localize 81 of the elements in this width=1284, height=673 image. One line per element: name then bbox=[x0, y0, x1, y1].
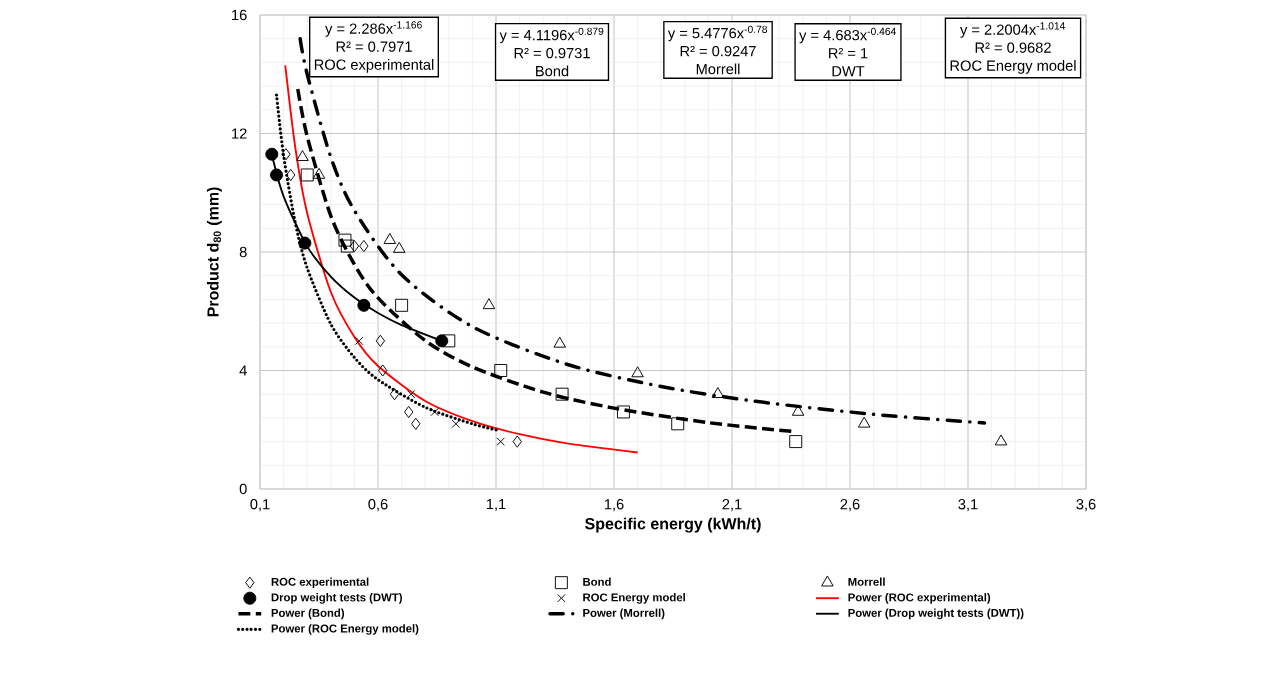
point bbox=[406, 389, 416, 399]
point bbox=[494, 364, 508, 377]
legend-label: Power (Bond) bbox=[271, 608, 345, 620]
point bbox=[631, 366, 644, 378]
point bbox=[857, 416, 871, 428]
y-tick-label: 16 bbox=[232, 9, 247, 21]
point bbox=[298, 236, 312, 250]
legend-label: Morrell bbox=[848, 577, 885, 586]
x-tick-label: 1,1 bbox=[486, 499, 506, 511]
point bbox=[671, 417, 685, 431]
point bbox=[359, 239, 369, 253]
annotation: R² = 1 bbox=[829, 48, 868, 59]
point bbox=[300, 168, 314, 182]
legend-label: Power (Morrell) bbox=[583, 608, 665, 620]
annotation: ROC Energy model bbox=[950, 60, 1076, 74]
legend-label: ROC Energy model bbox=[583, 593, 685, 604]
x-tick-label: 0,1 bbox=[250, 499, 270, 512]
annotation: Bond bbox=[536, 65, 569, 77]
point bbox=[265, 147, 279, 161]
point bbox=[393, 241, 406, 253]
x-tick-label: 3,6 bbox=[1076, 499, 1096, 512]
point bbox=[357, 298, 371, 312]
point bbox=[553, 336, 566, 348]
point bbox=[296, 150, 309, 161]
point bbox=[496, 437, 505, 446]
point bbox=[442, 334, 456, 348]
point bbox=[286, 168, 296, 182]
y-tick-label: 0 bbox=[239, 483, 247, 495]
legend-label: Power (ROC Energy model) bbox=[271, 624, 419, 635]
point bbox=[354, 336, 364, 346]
legend-label: ROC experimental bbox=[271, 577, 369, 589]
point bbox=[789, 435, 803, 449]
line-series bbox=[274, 93, 500, 432]
y-tick-label: 12 bbox=[232, 128, 247, 139]
annotation: R² = 0.9731 bbox=[514, 47, 590, 59]
point bbox=[378, 364, 388, 377]
annotation: y = 2.286x$^{-1.166}$ bbox=[325, 21, 422, 37]
legend-label: Power (ROC experimental) bbox=[848, 593, 991, 604]
point bbox=[389, 388, 400, 401]
legend-label: Drop weight tests (DWT) bbox=[271, 593, 402, 604]
y-tick-label: 4 bbox=[239, 365, 247, 376]
point bbox=[435, 334, 449, 348]
point bbox=[711, 387, 725, 398]
annotation: DWT bbox=[832, 66, 865, 77]
x-tick-label: 3,1 bbox=[958, 499, 978, 512]
point bbox=[404, 405, 414, 419]
x-tick-label: 1,6 bbox=[604, 499, 624, 512]
point bbox=[512, 435, 522, 448]
point bbox=[312, 167, 326, 179]
annotation: ROC experimental bbox=[314, 59, 434, 73]
point bbox=[555, 387, 569, 401]
point bbox=[270, 168, 283, 182]
point bbox=[383, 233, 397, 244]
annotation: y = 4.683x$^{-0.464}$ bbox=[799, 27, 896, 44]
point bbox=[411, 417, 421, 430]
annotation: y = 4.1196x$^{-0.879}$ bbox=[499, 27, 604, 44]
point bbox=[616, 405, 630, 419]
point bbox=[340, 239, 354, 253]
annotation: y = 5.4776x$^{-0.78}$ bbox=[667, 25, 768, 42]
point bbox=[338, 233, 352, 247]
point bbox=[994, 434, 1008, 446]
x-tick-label: 2,1 bbox=[722, 499, 742, 512]
legend-label: Power (Drop weight tests (DWT)) bbox=[848, 608, 1024, 620]
annotation: Morrell bbox=[696, 63, 740, 75]
point bbox=[395, 298, 409, 312]
point bbox=[375, 334, 386, 347]
point bbox=[451, 419, 461, 429]
point bbox=[349, 239, 360, 253]
point bbox=[482, 298, 496, 310]
legend-label: Bond bbox=[583, 577, 611, 586]
x-axis-title: Specific energy (kWh/t) bbox=[585, 517, 761, 533]
y-axis-title: Product d$_{80}$ (mm) bbox=[206, 187, 222, 317]
annotation: y = 2.2004x$^{-1.014}$ bbox=[960, 22, 1066, 38]
x-tick-label: 2,6 bbox=[840, 499, 860, 512]
point bbox=[281, 148, 291, 161]
point bbox=[430, 407, 439, 417]
y-tick-label: 8 bbox=[239, 246, 247, 258]
annotation: R² = 0.9247 bbox=[680, 45, 756, 57]
annotation: R² = 0.9682 bbox=[975, 42, 1051, 53]
x-tick-label: 0,6 bbox=[368, 499, 388, 512]
annotation: R² = 0.7971 bbox=[336, 41, 412, 52]
